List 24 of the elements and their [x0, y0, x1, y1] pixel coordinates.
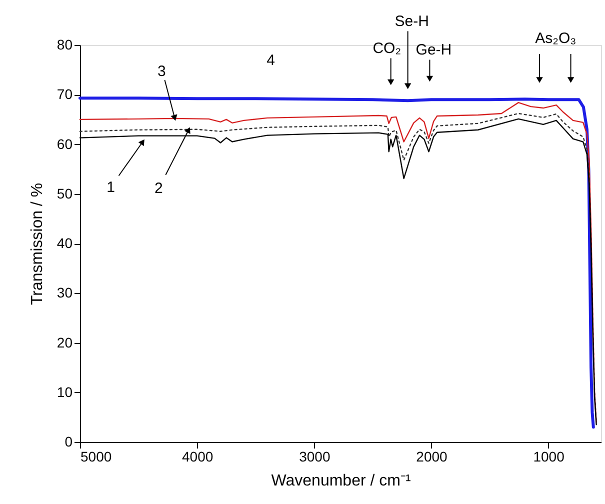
annotation: As₂O₃: [535, 30, 576, 47]
y-tick-label: 80: [56, 36, 73, 52]
x-tick-label: 1000: [533, 448, 565, 464]
annotation: 3: [158, 62, 166, 80]
annotation: 4: [266, 52, 276, 70]
y-tick-label: 50: [56, 185, 73, 202]
annotation: 2: [154, 180, 163, 197]
x-axis-title: Wavenumber / cm⁻¹: [271, 472, 411, 490]
y-tick-label: 20: [56, 334, 73, 350]
y-tick-label: 60: [56, 136, 73, 152]
x-tick-label: 5000: [80, 448, 112, 464]
y-tick-label: 40: [56, 235, 73, 251]
x-tick-label: 3000: [299, 448, 330, 464]
annotation: Se-H: [394, 13, 429, 30]
y-axis-title: Transmission / %: [28, 182, 46, 306]
x-tick-label: 2000: [416, 448, 448, 464]
y-tick-label: 10: [56, 384, 73, 400]
y-tick-label: 0: [64, 434, 73, 450]
annotation: CO₂: [372, 40, 402, 58]
annotation: Ge-H: [416, 42, 452, 59]
annotation: 1: [106, 178, 115, 196]
y-tick-label: 30: [56, 284, 73, 301]
y-tick-label: 70: [56, 86, 73, 102]
x-tick-label: 4000: [182, 448, 214, 464]
